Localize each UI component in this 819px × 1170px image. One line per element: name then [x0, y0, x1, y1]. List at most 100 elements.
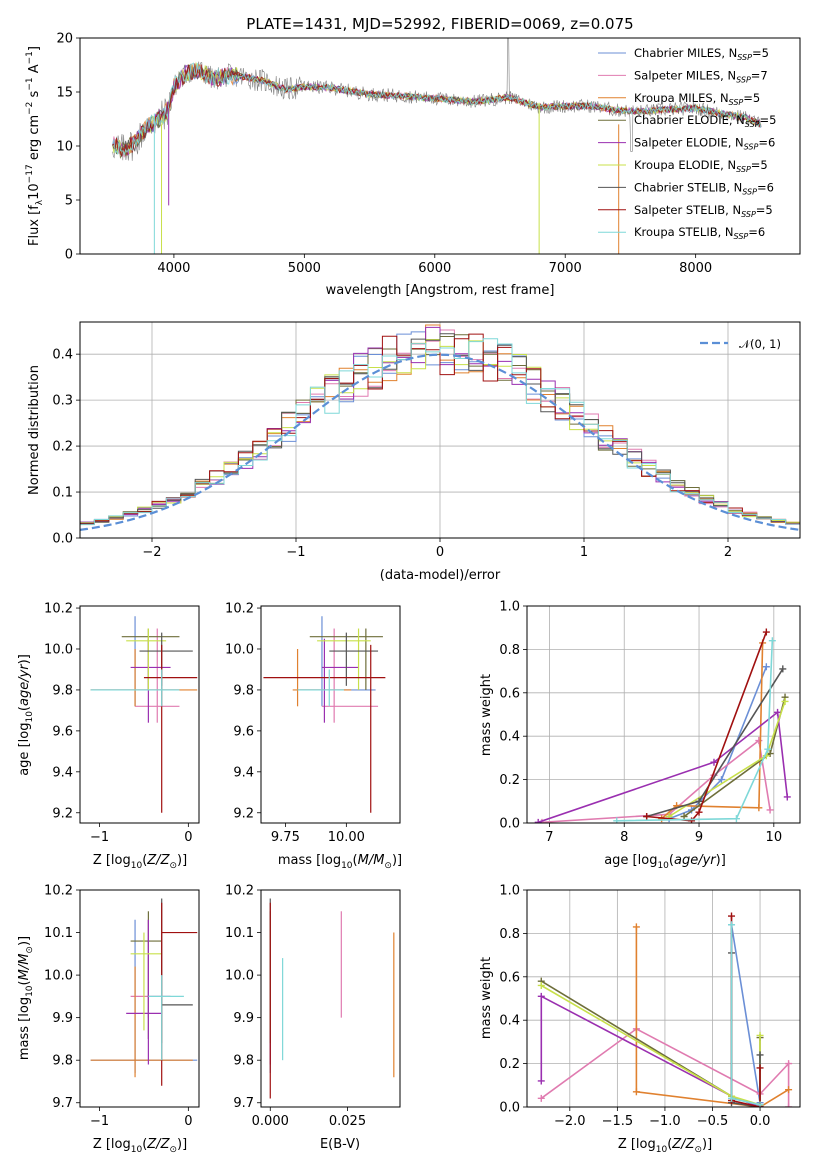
spectrum-ytick-label-1: 5: [65, 194, 73, 209]
normal-legend-label: 𝒩(0, 1): [739, 337, 781, 351]
mwAge-marker-kroupa-stelib-1: [732, 815, 740, 823]
mwAge-marker-kroupa-elodie-2: [781, 697, 789, 705]
mwAge-frame: [526, 605, 801, 824]
mass-vs-Z-xlabel: Z [log10(Z/Z⊙)]: [93, 1137, 187, 1155]
ageZ-ytick-label-2: 9.6: [52, 724, 73, 739]
mwZ-xtick-label-3: −0.5: [697, 1114, 729, 1129]
histogram-kroupa-elodie: [80, 339, 800, 524]
mwZ-marker-chabrier-stelib-3: [756, 1051, 764, 1059]
ageM-ytick-label-2: 9.6: [233, 724, 254, 739]
legend-label-salpeter-stelib: Salpeter STELIB, NSSP=5: [634, 203, 773, 219]
ageM-xtick-label-0: 9.75: [271, 830, 300, 845]
mwZ-marker-salpeter-miles-4: [785, 1103, 793, 1107]
legend-label-kroupa-stelib: Kroupa STELIB, NSSP=6: [634, 225, 765, 241]
massE-ytick-label-2: 9.9: [233, 1011, 254, 1026]
mwZ-marker-salpeter-miles-0: [537, 1094, 545, 1102]
legend-label-chabrier-miles: Chabrier MILES, NSSP=5: [634, 46, 769, 62]
mass-weight-vs-age-ylabel: mass weight: [479, 674, 494, 756]
ageM-ytick-label-0: 9.2: [233, 806, 254, 821]
mwZ-ytick-label-2: 0.4: [499, 1014, 520, 1029]
ageZ-ytick-label-0: 9.2: [52, 806, 73, 821]
spectrum-ytick-label-4: 20: [56, 32, 73, 47]
mwAge-line-chabrier-miles: [668, 666, 768, 820]
mwAge-marker-kroupa-stelib-0: [613, 817, 621, 823]
age-vs-mass-xlabel: mass [log10(M/M⊙)]: [278, 853, 402, 871]
massE-ytick-label-4: 10.1: [225, 926, 254, 941]
mwAge-marker-salpeter-elodie-3: [783, 793, 791, 801]
massZ-xtick-label-1: 0: [184, 1114, 192, 1129]
mwZ-xtick-label-2: −1.0: [649, 1114, 681, 1129]
massZ-ytick-label-2: 9.9: [52, 1011, 73, 1026]
spectrum-xtick-label-3: 7000: [549, 261, 582, 276]
mass-vs-EBV-xlabel: E(B-V): [320, 1137, 360, 1152]
residuals-panel: −2 −1 0 1 2 0.0 0.1 0.2 0.3 0.4 𝒩(0, 1): [52, 321, 801, 560]
age-vs-Z-ylabel: age [log10(age/yr)]: [17, 654, 35, 776]
mwAge-marker-salpeter-elodie-0: [534, 818, 542, 823]
mwAge-marker-salpeter-elodie-2: [774, 708, 782, 716]
mwZ-line-kroupa-miles: [635, 926, 790, 1107]
mwZ-marker-kroupa-miles-0: [632, 923, 640, 931]
residuals-ytick-label-0: 0.0: [52, 532, 73, 547]
mwZ-ytick-label-1: 0.2: [499, 1057, 520, 1072]
ageM-frame: [260, 605, 401, 824]
ageZ-ytick-label-5: 10.2: [44, 602, 73, 617]
massE-plot-area: [269, 898, 395, 1099]
spectrum-xtick-label-4: 8000: [679, 261, 712, 276]
mwZ-marker-kroupa-miles-1: [632, 1088, 640, 1096]
normal-curve: [80, 353, 800, 531]
spectrum-model-kroupa-stelib: [112, 62, 762, 156]
massZ-ytick-label-5: 10.2: [44, 884, 73, 899]
spectrum-ytick-label-0: 0: [65, 248, 73, 263]
legend-label-chabrier-elodie: Chabrier ELODIE, NSSP=5: [634, 113, 776, 129]
mwAge-line-salpeter-elodie: [537, 710, 789, 823]
spectrum-plot-area: [112, 38, 762, 254]
mwAge-marker-salpeter-elodie-1: [710, 758, 718, 766]
mwAge-plot-area: [534, 628, 791, 823]
age-vs-mass-panel: 9.75 10.00 9.2 9.4 9.6 9.8 10.0 10.2: [225, 602, 401, 845]
mwAge-marker-salpeter-miles-4: [766, 806, 774, 814]
mwAge-line-kroupa-stelib: [616, 640, 774, 822]
ageZ-ytick-label-1: 9.4: [52, 765, 73, 780]
mwZ-xtick-label-1: −1.5: [602, 1114, 634, 1129]
mwAge-xtick-label-1: 8: [620, 830, 628, 845]
ageM-ytick-label-4: 10.0: [225, 642, 254, 657]
mwZ-marker-salpeter-miles-3: [785, 1060, 793, 1068]
ageM-ytick-label-5: 10.2: [225, 602, 254, 617]
massE-ytick-label-1: 9.8: [233, 1054, 254, 1069]
massZ-xtick-label-0: −1: [90, 1114, 109, 1129]
spectrum-data-line: [112, 38, 761, 161]
mwZ-frame: [526, 889, 801, 1108]
mwAge-marker-chabrier-miles-2: [717, 776, 725, 784]
mwZ-marker-kroupa-miles-3: [785, 1086, 793, 1094]
mwAge-ytick-label-1: 0.2: [499, 773, 520, 788]
mwAge-ytick-label-3: 0.6: [499, 686, 520, 701]
residuals-ytick-label-4: 0.4: [52, 348, 73, 363]
age-vs-Z-panel: −1 0 9.2 9.4 9.6 9.8 10.0 10.2: [44, 602, 200, 845]
mwZ-marker-kroupa-stelib-0: [728, 921, 736, 929]
mwZ-ytick-label-5: 1.0: [499, 884, 520, 899]
mass-vs-Z-panel: −1 0 9.7 9.8 9.9 10.0 10.1 10.2: [44, 884, 200, 1129]
spectrum-xtick-label-0: 4000: [157, 261, 190, 276]
mwAge-marker-chabrier-stelib-1: [695, 797, 703, 805]
histogram-chabrier-stelib: [80, 333, 800, 524]
legend-label-salpeter-elodie: Salpeter ELODIE, NSSP=6: [634, 136, 775, 152]
mwAge-ytick-label-2: 0.4: [499, 730, 520, 745]
mass-weight-vs-Z-xlabel: Z [log10(Z/Z⊙)]: [618, 1137, 712, 1155]
legend-label-salpeter-miles: Salpeter MILES, NSSP=7: [634, 68, 768, 84]
residuals-xtick-label-2: 0: [436, 545, 444, 560]
ageM-plot-area: [263, 616, 386, 813]
mwZ-marker-kroupa-elodie-0: [537, 981, 545, 989]
mwZ-marker-salpeter-elodie-1: [537, 992, 545, 1000]
ageM-xtick-label-1: 10.00: [328, 830, 365, 845]
legend-label-kroupa-elodie: Kroupa ELODIE, NSSP=5: [634, 158, 768, 174]
massE-ytick-label-3: 10.0: [225, 969, 254, 984]
ageZ-xtick-label-1: 0: [184, 830, 192, 845]
mwAge-marker-salpeter-stelib-0: [643, 812, 651, 820]
mass-weight-vs-age-panel: 7 8 9 10 0.0 0.2 0.4 0.6 0.8 1.0: [499, 600, 801, 845]
mwAge-marker-chabrier-stelib-2: [779, 665, 787, 673]
residuals-ytick-label-1: 0.1: [52, 486, 73, 501]
massZ-ytick-label-0: 9.7: [52, 1096, 73, 1111]
mwAge-marker-kroupa-miles-2: [755, 804, 763, 812]
mass-weight-vs-Z-panel: −2.0 −1.5 −1.0 −0.5 0.0 0.0 0.2 0.4 0.6 0.8 1.0: [499, 884, 801, 1129]
